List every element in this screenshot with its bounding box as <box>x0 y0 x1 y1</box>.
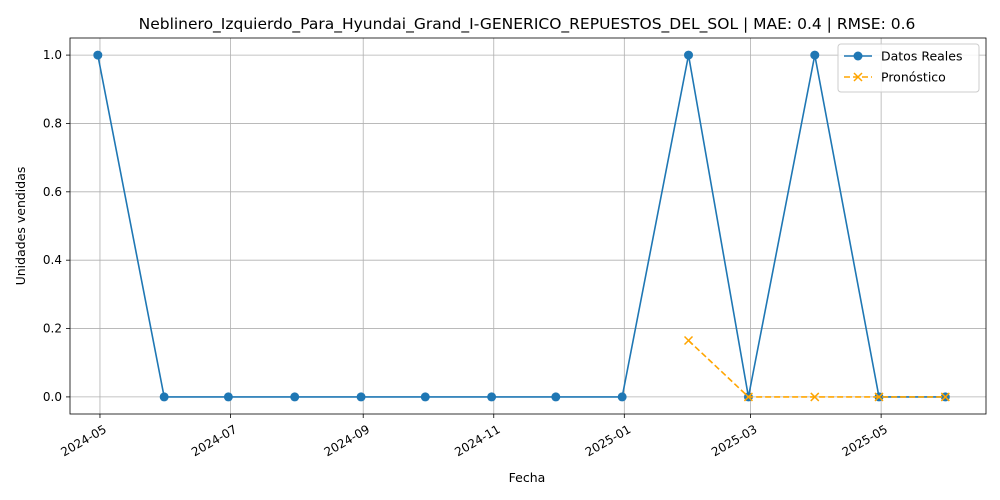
legend: Datos Reales Pronóstico <box>837 43 980 93</box>
data-point <box>874 392 884 402</box>
data-point <box>223 392 233 402</box>
data-point <box>356 392 366 402</box>
plot-frame <box>69 37 987 415</box>
x-tick-label: 2025-05 <box>840 422 890 459</box>
legend-item: Pronóstico <box>844 70 946 85</box>
series-line <box>97 54 946 398</box>
x-tick-label: 2024-05 <box>58 422 108 459</box>
y-tick-label: 0.6 <box>43 185 62 199</box>
legend-item: Datos Reales <box>844 49 962 64</box>
series-forecast <box>683 335 950 402</box>
legend-label: Pronóstico <box>881 70 946 85</box>
x-axis-ticks: 2024-05 2024-07 2024-09 2024-11 2025-01 2025-… <box>58 414 890 459</box>
data-point <box>743 392 753 402</box>
data-point <box>683 335 694 346</box>
legend-label: Datos Reales <box>881 49 962 64</box>
y-tick-label: 0.2 <box>43 322 62 336</box>
y-axis-ticks: 0.0 0.2 0.4 0.6 0.8 1.0 <box>43 48 70 404</box>
y-axis-label: Unidades vendidas <box>13 167 28 286</box>
x-tick-label: 2025-03 <box>709 422 759 459</box>
legend-marker <box>853 51 863 61</box>
data-point <box>290 392 300 402</box>
y-tick-label: 1.0 <box>43 48 62 62</box>
y-tick-label: 0.0 <box>43 390 62 404</box>
chart-title: Neblinero_Izquierdo_Para_Hyundai_Grand_I… <box>139 15 916 34</box>
data-point <box>93 50 103 60</box>
x-tick-label: 2025-01 <box>583 422 633 459</box>
y-tick-label: 0.8 <box>43 116 62 130</box>
legend-marker <box>853 72 863 82</box>
legend-box <box>837 43 980 93</box>
x-tick-label: 2024-09 <box>322 422 372 459</box>
data-point <box>617 392 627 402</box>
data-point <box>420 392 430 402</box>
data-point <box>810 50 820 60</box>
x-tick-label: 2024-07 <box>189 422 239 459</box>
grid-lines <box>70 38 986 414</box>
y-tick-label: 0.4 <box>43 253 62 267</box>
data-point <box>810 392 820 402</box>
data-point <box>487 392 497 402</box>
series-line <box>687 339 946 398</box>
series-layer <box>93 50 950 402</box>
data-point <box>551 392 561 402</box>
x-tick-label: 2024-11 <box>452 422 502 459</box>
series-actual <box>93 50 950 402</box>
x-axis-label: Fecha <box>509 470 546 485</box>
data-point <box>684 50 694 60</box>
data-point <box>940 392 950 402</box>
data-point <box>159 392 169 402</box>
